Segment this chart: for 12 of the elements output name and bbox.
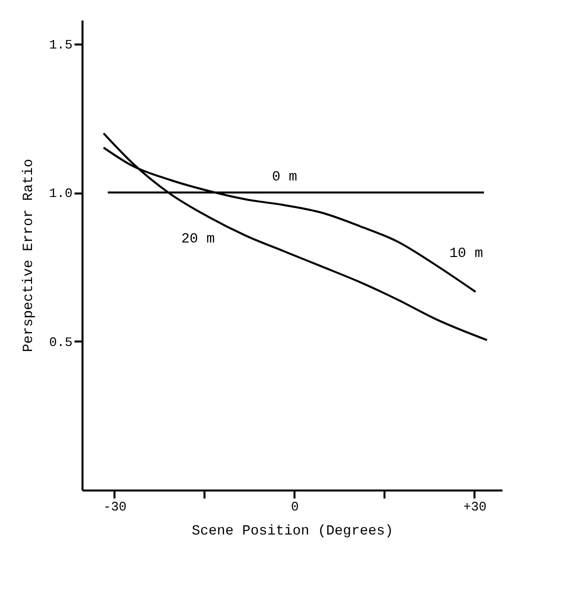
y-tick-label: 0.5	[49, 334, 72, 350]
series-label: 10 m	[449, 246, 484, 262]
series-label: 0 m	[272, 170, 298, 186]
x-axis-title: Scene Position (Degrees)	[192, 524, 394, 540]
x-tick-label: 0	[290, 500, 299, 514]
y-axis-title: Perspective Error Ratio	[21, 158, 38, 352]
series-label: 20 m	[181, 232, 215, 248]
x-tick-label: -30	[103, 500, 127, 514]
y-tick-label: 1.5	[49, 37, 72, 52]
y-tick-label: 1.0	[49, 186, 72, 202]
x-tick-label: +30	[463, 500, 487, 514]
line-series	[102, 132, 488, 342]
